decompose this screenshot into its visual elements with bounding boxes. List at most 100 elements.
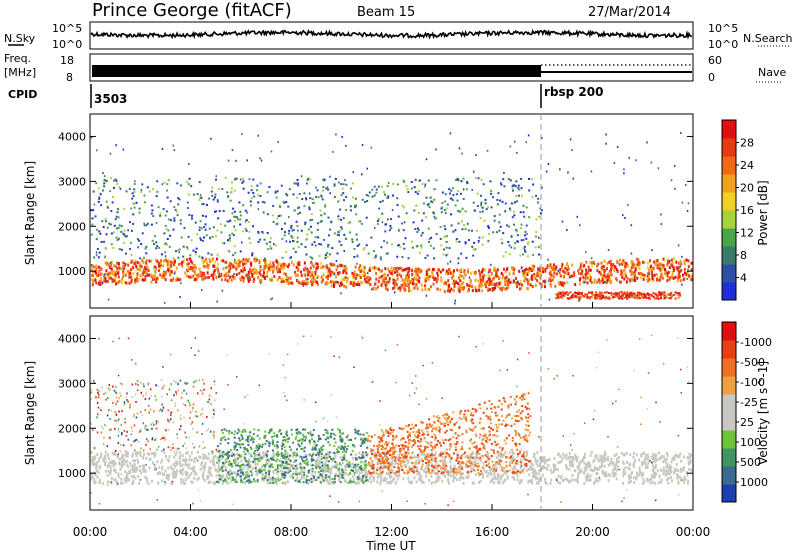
power-cell (637, 291, 640, 294)
velocity-cell (327, 460, 330, 463)
power-cell (598, 291, 601, 294)
velocity-cell (220, 478, 223, 482)
velocity-cell (227, 457, 230, 460)
velocity-cell (282, 470, 285, 474)
power-cell (676, 278, 679, 282)
power-cell (390, 243, 393, 246)
power-cell (97, 273, 100, 277)
velocity-cell (248, 464, 251, 468)
velocity-cell (144, 475, 147, 479)
power-cell (648, 278, 651, 282)
velocity-cell (548, 457, 551, 461)
power-cell (462, 188, 465, 191)
velocity-cell (286, 434, 289, 437)
power-cell (221, 242, 224, 245)
power-cell (259, 238, 262, 241)
velocity-cell (168, 473, 171, 477)
power-cell (601, 291, 604, 294)
velocity-cell (557, 461, 560, 465)
power-cell (311, 281, 314, 285)
power-cell (386, 273, 389, 277)
power-cell (430, 285, 433, 289)
power-cell (487, 274, 490, 278)
velocity-cell (302, 481, 305, 484)
velocity-cell (227, 481, 230, 485)
velocity-cell (593, 458, 596, 462)
power-cell (216, 262, 219, 266)
velocity-cell (233, 454, 236, 458)
power-cell (566, 265, 569, 269)
power-cell (190, 239, 193, 242)
velocity-cell (107, 480, 110, 484)
noise-right-top: 10^5 (708, 22, 738, 35)
velocity-cell (673, 457, 676, 461)
power-cell (308, 192, 311, 195)
power-cell (210, 273, 213, 277)
power-cell (650, 264, 653, 268)
power-cell (578, 278, 581, 282)
power-cell (626, 297, 629, 300)
velocity-cell (370, 461, 373, 465)
velocity-cell (320, 456, 323, 460)
power-cell (91, 264, 94, 268)
power-cell (315, 267, 318, 271)
power-cell (572, 296, 575, 299)
power-cell (367, 281, 370, 285)
power-cell (297, 267, 300, 271)
power-cell (616, 146, 619, 149)
power-cell (266, 270, 269, 274)
velocity-cell (445, 454, 448, 458)
power-cell (503, 171, 505, 174)
velocity-cell (638, 458, 641, 462)
power-cell (114, 282, 117, 286)
power-cell (280, 278, 283, 282)
power-cell (233, 258, 236, 261)
power-cell (303, 261, 306, 265)
power-cell (398, 273, 401, 277)
power-cell (306, 233, 309, 236)
power-cell (241, 177, 244, 180)
power-cell (221, 187, 224, 190)
velocity-cell (436, 475, 439, 479)
velocity-cell (283, 461, 286, 465)
power-cell (136, 275, 139, 279)
velocity-cell (97, 471, 100, 475)
power-cell (504, 251, 507, 254)
power-cell (626, 291, 629, 294)
power-cell (211, 194, 214, 197)
power-cell (460, 220, 463, 223)
power-cell (242, 279, 245, 283)
velocity-cell (192, 467, 195, 471)
velocity-cell (265, 455, 268, 458)
power-cell (510, 266, 513, 270)
power-cell (670, 179, 673, 182)
power-cell (202, 271, 205, 275)
power-cell (579, 265, 582, 269)
power-cell (124, 252, 127, 255)
power-cell (161, 183, 164, 186)
power-cell (274, 190, 277, 193)
velocity-cell (601, 463, 604, 467)
velocity-cell (268, 457, 271, 461)
velocity-cell (467, 475, 470, 479)
velocity-cell (132, 464, 135, 468)
power-cell (421, 219, 424, 222)
power-cell (226, 266, 228, 269)
power-cell (394, 268, 397, 272)
velocity-cell (237, 428, 240, 431)
power-cell (314, 280, 317, 284)
power-cell (523, 271, 526, 275)
power-cell (610, 273, 613, 277)
velocity-cell (530, 481, 533, 485)
power-cell (290, 235, 293, 238)
velocity-cell (393, 472, 396, 476)
power-cell (562, 283, 565, 287)
power-cell (114, 218, 117, 221)
power-cell (169, 263, 172, 267)
velocity-cell (143, 467, 146, 471)
power-cell (300, 175, 303, 178)
velocity-cell (665, 469, 668, 473)
velocity-cell (357, 429, 360, 432)
power-cell (512, 210, 515, 213)
velocity-cell (425, 464, 428, 468)
